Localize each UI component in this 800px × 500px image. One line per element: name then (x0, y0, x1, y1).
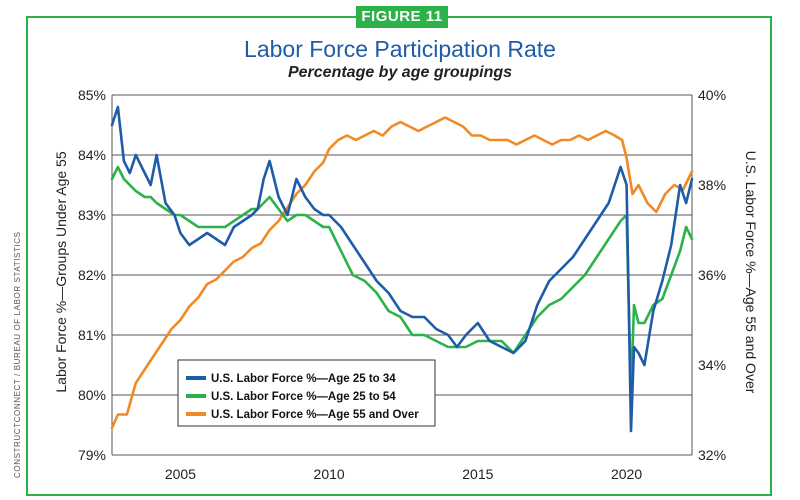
left-tick-label: 79% (78, 447, 106, 463)
x-tick-label: 2015 (462, 466, 493, 482)
left-tick-label: 80% (78, 387, 106, 403)
legend-box (177, 359, 436, 427)
chart-title: Labor Force Participation Rate (244, 36, 556, 62)
legend-label: U.S. Labor Force %—Age 25 to 34 (211, 373, 396, 385)
left-tick-label: 82% (78, 267, 106, 283)
left-tick-label: 84% (78, 147, 106, 163)
right-tick-label: 32% (698, 447, 726, 463)
series-line-25-54 (110, 165, 694, 397)
left-tick-label: 83% (78, 207, 106, 223)
x-tick-label: 2020 (611, 466, 642, 482)
plot-area (111, 95, 693, 455)
right-tick-label: 36% (698, 267, 726, 283)
right-tick-label: 38% (698, 177, 726, 193)
right-axis: 32% 34% 36% 38% 40% (698, 87, 726, 463)
right-axis-title: U.S. Labor Force %—Age 55 and Over (743, 151, 759, 394)
x-tick-label: 2005 (165, 466, 196, 482)
x-tick-label: 2010 (314, 466, 345, 482)
legend-label: U.S. Labor Force %—Age 25 to 54 (211, 391, 396, 403)
chart-subtitle: Percentage by age groupings (287, 64, 513, 81)
legend: U.S. Labor Force %—Age 25 to 34 U.S. Labo… (177, 359, 436, 427)
left-tick-label: 85% (78, 87, 106, 103)
right-tick-label: 40% (698, 87, 726, 103)
series-layer (110, 105, 694, 433)
x-axis: 2005 2010 2015 2020 (165, 466, 643, 482)
left-axis: 79% 80% 81% 82% 83% 84% 85% (78, 87, 106, 463)
series-line-25-34 (110, 105, 694, 433)
right-tick-label: 34% (698, 357, 726, 373)
legend-label: U.S. Labor Force %—Age 55 and Over (211, 409, 419, 421)
figure-badge: FIGURE 11 (356, 6, 448, 28)
series-line-55-over (110, 116, 694, 430)
left-tick-label: 81% (78, 327, 106, 343)
left-axis-title: Labor Force %—Groups Under Age 55 (53, 151, 69, 392)
